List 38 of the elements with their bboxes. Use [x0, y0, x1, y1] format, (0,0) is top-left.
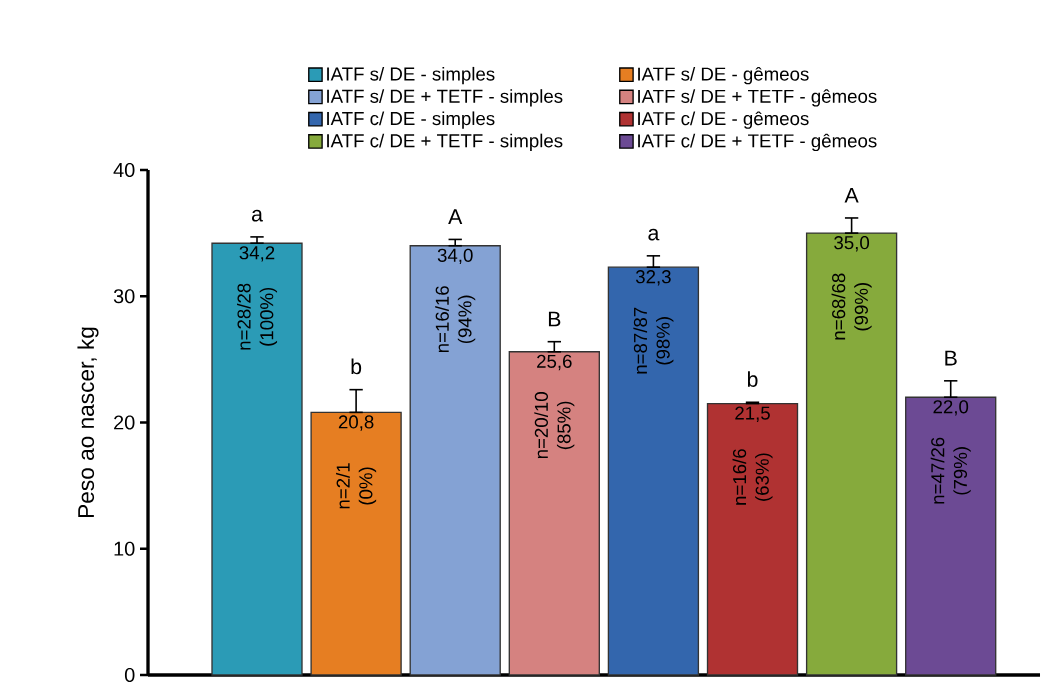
annotation: n=47/26 (79%) — [930, 437, 971, 504]
legend-label: IATF s/ DE + TETF - gêmeos — [638, 89, 877, 107]
y-tick-label: 20 — [114, 415, 135, 430]
legend-label: IATF c/ DE + TETF - gêmeos — [638, 133, 877, 152]
y-axis-title: Peso ao nascer, kg — [77, 327, 99, 518]
annotation: n=16/6 (63%) — [732, 449, 773, 505]
annotation: B — [945, 350, 957, 366]
annotation: A — [844, 187, 859, 203]
annotation: n=20/10 (85%) — [534, 392, 575, 459]
legend-label: IATF c/ DE - gêmeos — [638, 111, 809, 129]
y-tick-label: 30 — [113, 289, 135, 304]
annotation: a — [251, 209, 263, 222]
data-label: 20,8 — [338, 415, 374, 431]
annotation: b — [747, 371, 758, 387]
data-label: 22,0 — [933, 400, 969, 416]
annotation: B — [548, 311, 561, 327]
data-label: 21,5 — [735, 406, 770, 422]
y-tick-label: 40 — [113, 162, 135, 178]
annotation: n=2/1 (0%) — [336, 463, 377, 509]
y-tick-label: 10 — [114, 541, 135, 556]
legend-label: IATF c/ DE - simples — [327, 111, 495, 129]
y-tick-label: 0 — [124, 667, 135, 683]
annotation: n=87/87 (98%) — [633, 307, 674, 374]
data-label: 34,2 — [239, 246, 275, 262]
annotation: a — [648, 228, 660, 241]
annotation: A — [448, 209, 463, 225]
data-label: 25,6 — [537, 354, 572, 371]
legend-label: IATF s/ DE - gêmeos — [638, 66, 809, 85]
data-label: 34,0 — [437, 248, 473, 265]
legend-label: IATF s/ DE + TETF - simples — [327, 89, 563, 107]
annotation: n=16/16 (94%) — [435, 286, 476, 353]
legend-label: IATF c/ DE + TETF - simples — [327, 133, 563, 152]
annotation: n=28/28 (100%) — [236, 283, 278, 350]
data-label: 32,3 — [635, 270, 671, 286]
legend-label: IATF s/ DE - simples — [327, 66, 495, 85]
data-label: 35,0 — [834, 236, 870, 252]
annotation: b — [351, 358, 362, 375]
annotation: n=68/68 (99%) — [831, 273, 872, 340]
